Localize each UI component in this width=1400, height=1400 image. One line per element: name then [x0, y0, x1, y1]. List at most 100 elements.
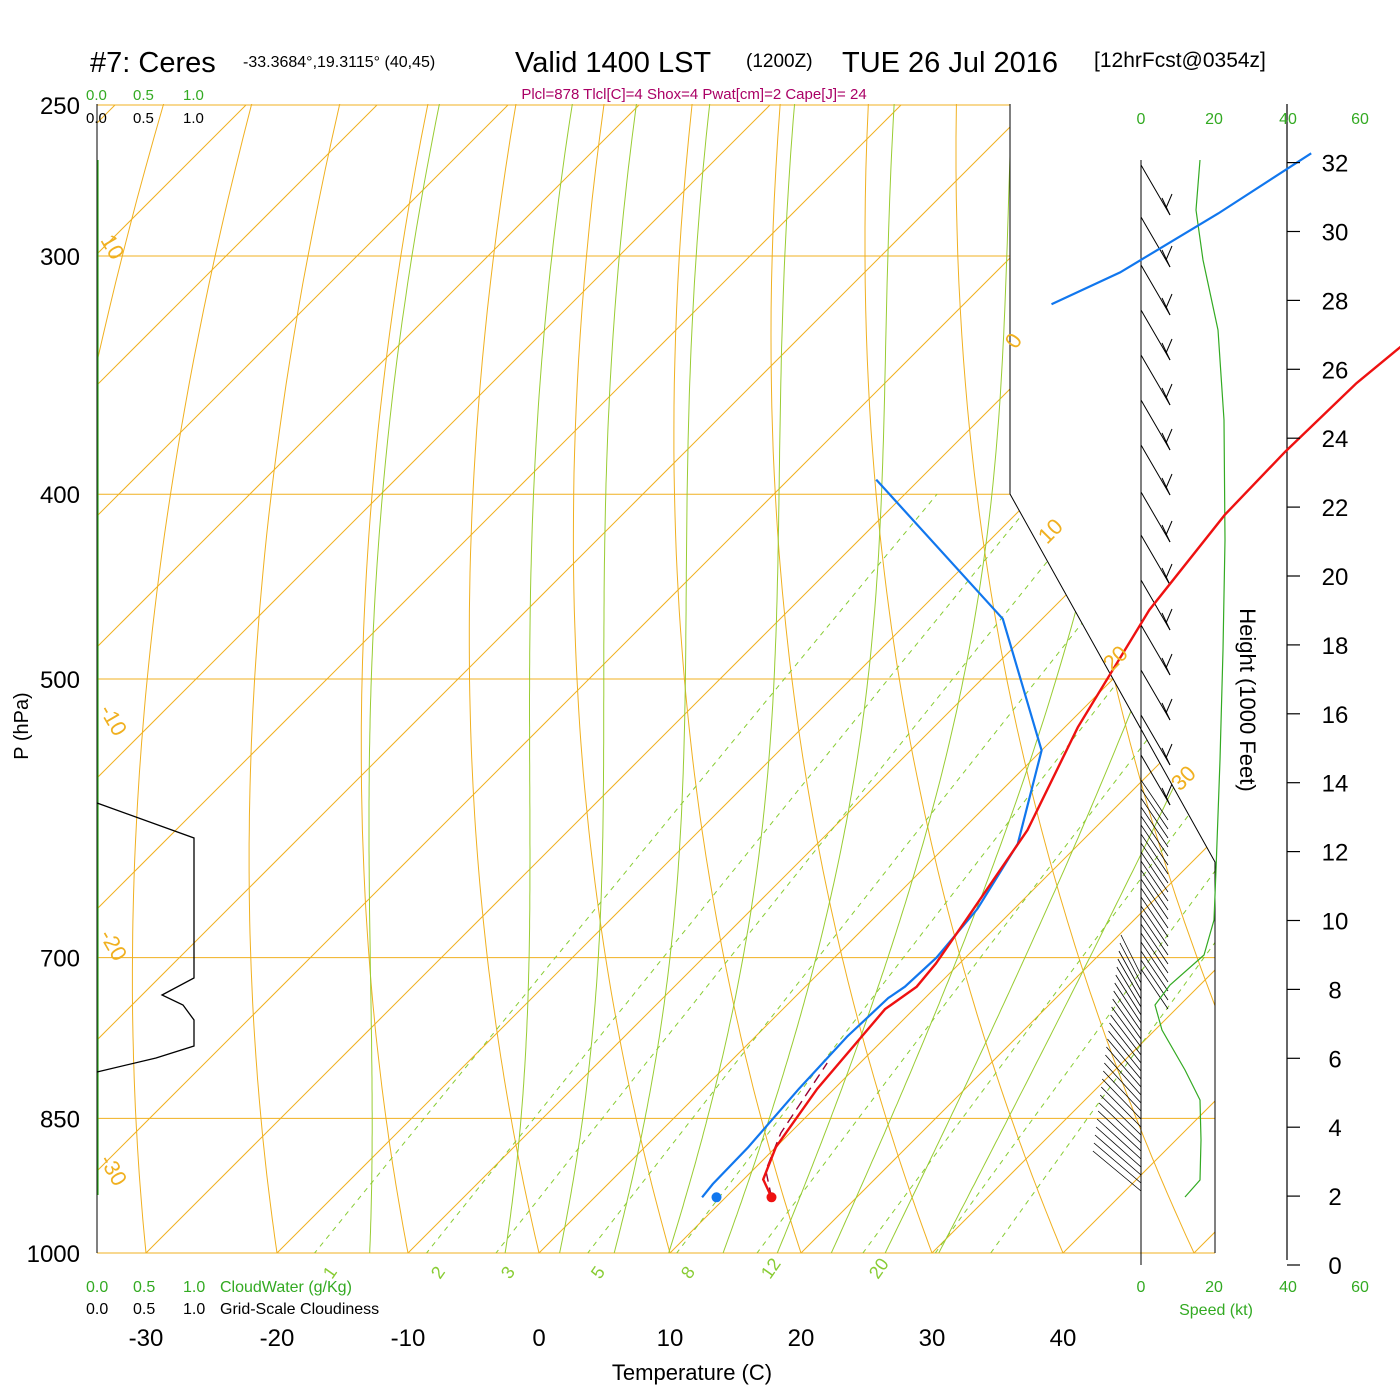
mixing-ratio-line: [476, 493, 1102, 1253]
dry-adiabat-line: [248, 104, 348, 1253]
pressure-tick-label: 300: [40, 244, 80, 271]
wind-barb-staff: [1140, 624, 1171, 676]
wind-barb-flag: [1165, 383, 1173, 399]
wind-barb-staff: [1140, 264, 1171, 316]
isotherm-line: [97, 104, 378, 1253]
wind-barb-staff: [1140, 806, 1169, 848]
dry-adiabat-line: [1393, 71, 1400, 1293]
wind-barb-flag: [1161, 477, 1171, 496]
speed-tick-top-60: 60: [1351, 111, 1369, 128]
wind-barb: [1140, 669, 1173, 721]
height-tick-label: 12: [1322, 840, 1349, 867]
dry-adiabat-line: [1306, 71, 1400, 1293]
isotherm-line: [97, 104, 902, 1253]
surface-dewpoint-marker: [711, 1192, 722, 1203]
wind-barb-flag: [1161, 787, 1171, 806]
pressure-tick-label: 250: [40, 93, 80, 120]
cloud-scale-top-green-0: 0.0: [86, 87, 107, 104]
height-axis-title: Height (1000 Feet): [1235, 608, 1260, 791]
wind-barb-flag: [1165, 743, 1173, 759]
wind-barb-staff: [1140, 309, 1171, 361]
wind-barb-staff: [1105, 1054, 1142, 1096]
wind-barb-staff: [1140, 534, 1171, 586]
mixing-ratio-label: 8: [677, 1263, 699, 1283]
wind-barb-flag: [1165, 698, 1173, 714]
temperature-tick-label: 40: [1050, 1325, 1077, 1352]
isotherm-label: 10: [1033, 514, 1068, 549]
dewpoint-line: [701, 478, 1043, 1198]
wind-barbs: [1092, 164, 1173, 1192]
wind-barb-staff: [1140, 887, 1169, 929]
station-title: #7: Ceres: [90, 47, 216, 79]
surface-temperature-marker: [766, 1192, 777, 1203]
wind-barb-staff: [1117, 958, 1142, 1000]
dewpoint-upper-line: [1051, 152, 1312, 306]
mixing-ratio-label: 12: [757, 1254, 785, 1282]
valid-time: Valid 1400 LST: [515, 47, 711, 79]
wind-barb: [1140, 579, 1173, 631]
cloud-scale-bottom-green-0: 0.0: [86, 1279, 108, 1296]
parcel-path-line: [765, 1062, 828, 1198]
wind-barb-staff: [1140, 923, 1169, 965]
isotherm-line: [1325, 105, 1400, 1253]
wind-barb-staff: [1140, 824, 1169, 866]
valid-date: TUE 26 Jul 2016: [842, 47, 1058, 79]
wind-barb-flag: [1165, 520, 1173, 536]
dry-adiabat-line: [673, 104, 816, 1253]
pressure-tick-label: 1000: [27, 1241, 80, 1268]
dry-adiabat-line: [1043, 104, 1215, 1253]
isotherm-line: [276, 104, 1215, 1253]
wind-barb-staff: [1119, 942, 1142, 984]
plot-right-border: [1009, 104, 1216, 1253]
dry-adiabat-line: [468, 104, 550, 1253]
height-tick-label: 28: [1322, 288, 1349, 315]
isotherm-line: [407, 104, 1215, 1253]
wind-barb: [1140, 164, 1173, 216]
wind-barb-staff: [1106, 1046, 1142, 1088]
wind-barb-flag: [1165, 563, 1173, 579]
wind-barb-staff: [1104, 1062, 1142, 1104]
dry-adiabat-line: [770, 104, 948, 1253]
speed-tick-bottom-60: 60: [1351, 1279, 1369, 1296]
wind-barb-staff: [1140, 914, 1169, 956]
wind-barb: [1140, 354, 1173, 406]
wind-barb-flag: [1161, 612, 1171, 631]
isotherm-label: 10: [96, 230, 130, 264]
wind-barb-staff: [1093, 1142, 1142, 1184]
thermo-background-lines: [97, 71, 1400, 1293]
speed-tick-top-40: 40: [1279, 111, 1297, 128]
wind-barb-staff: [1115, 974, 1142, 1016]
wind-barb-flag: [1161, 524, 1171, 543]
wind-barb: [1140, 624, 1173, 676]
wind-barb-flag: [1161, 702, 1171, 721]
wind-barb-staff: [1094, 1134, 1142, 1176]
temperature-tick-label: 0: [532, 1325, 545, 1352]
cloud-scale-top-black-0: 0.0: [86, 110, 107, 127]
wind-barb-staff: [1107, 1038, 1142, 1080]
height-tick-label: 22: [1322, 495, 1349, 522]
wind-barb-staff: [1108, 1030, 1142, 1072]
wind-barb: [1140, 216, 1173, 268]
wind-barb-staff: [1098, 1102, 1142, 1144]
height-tick-label: 18: [1322, 633, 1349, 660]
wind-barb-flag: [1165, 473, 1173, 489]
wind-barb-flag: [1161, 432, 1171, 451]
wind-barb-staff: [1095, 1126, 1142, 1168]
wind-barb-staff: [1140, 869, 1169, 911]
wind-barb-staff: [1092, 1150, 1142, 1192]
wind-barb: [1140, 399, 1173, 451]
dry-adiabat-line: [572, 104, 683, 1253]
isotherm-label: -10: [95, 700, 133, 740]
wind-barb-flag: [1165, 338, 1173, 354]
wind-barb-staff: [1114, 982, 1142, 1024]
height-tick-label: 10: [1322, 909, 1349, 936]
height-tick-label: 26: [1322, 357, 1349, 384]
wind-barb: [1140, 534, 1173, 586]
wind-barb-flag: [1165, 245, 1173, 261]
wind-barb-staff: [1116, 966, 1142, 1008]
wind-barb-staff: [1140, 851, 1169, 893]
mixing-ratio-label: 20: [865, 1254, 893, 1282]
moist-adiabat-line: [707, 104, 897, 1253]
wind-barb-staff: [1140, 779, 1169, 821]
